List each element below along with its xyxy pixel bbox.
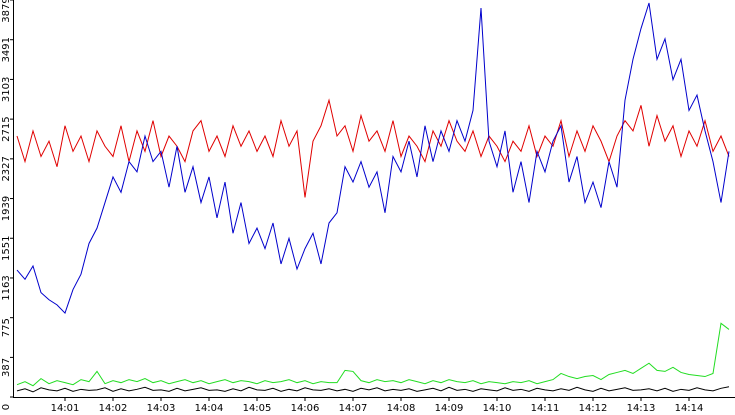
x-tick-label: 14:02 bbox=[99, 403, 128, 414]
y-tick-label: 2715 bbox=[1, 116, 12, 141]
y-tick-label: 387 bbox=[1, 358, 12, 377]
x-tick-label: 14:14 bbox=[675, 403, 704, 414]
x-tick-label: 14:07 bbox=[339, 403, 368, 414]
y-tick-label: 1939 bbox=[1, 196, 12, 221]
y-tick-label: 1551 bbox=[1, 236, 12, 261]
x-tick-label: 14:01 bbox=[51, 403, 80, 414]
y-tick-label: 3491 bbox=[1, 37, 12, 62]
y-tick-label: 1163 bbox=[1, 275, 12, 300]
y-tick-label: 3103 bbox=[1, 77, 12, 102]
x-tick-label: 14:09 bbox=[435, 403, 464, 414]
x-tick-label: 14:13 bbox=[627, 403, 656, 414]
x-tick-label: 14:08 bbox=[387, 403, 416, 414]
x-tick-label: 14:06 bbox=[291, 403, 320, 414]
x-tick-label: 14:11 bbox=[531, 403, 560, 414]
y-tick-label: 775 bbox=[1, 318, 12, 337]
series-line bbox=[16, 386, 730, 393]
y-tick-label: 0 bbox=[1, 404, 12, 410]
x-tick-label: 14:05 bbox=[243, 403, 272, 414]
series-line bbox=[16, 98, 730, 198]
x-tick-label: 14:03 bbox=[147, 403, 176, 414]
x-tick-label: 14:10 bbox=[483, 403, 512, 414]
series-line bbox=[16, 2, 730, 315]
x-tick-label: 14:04 bbox=[195, 403, 224, 414]
y-tick-label: 2327 bbox=[1, 156, 12, 181]
series-line bbox=[16, 322, 730, 387]
x-tick-label: 14:12 bbox=[579, 403, 608, 414]
y-tick-label: 3879 bbox=[1, 0, 12, 23]
